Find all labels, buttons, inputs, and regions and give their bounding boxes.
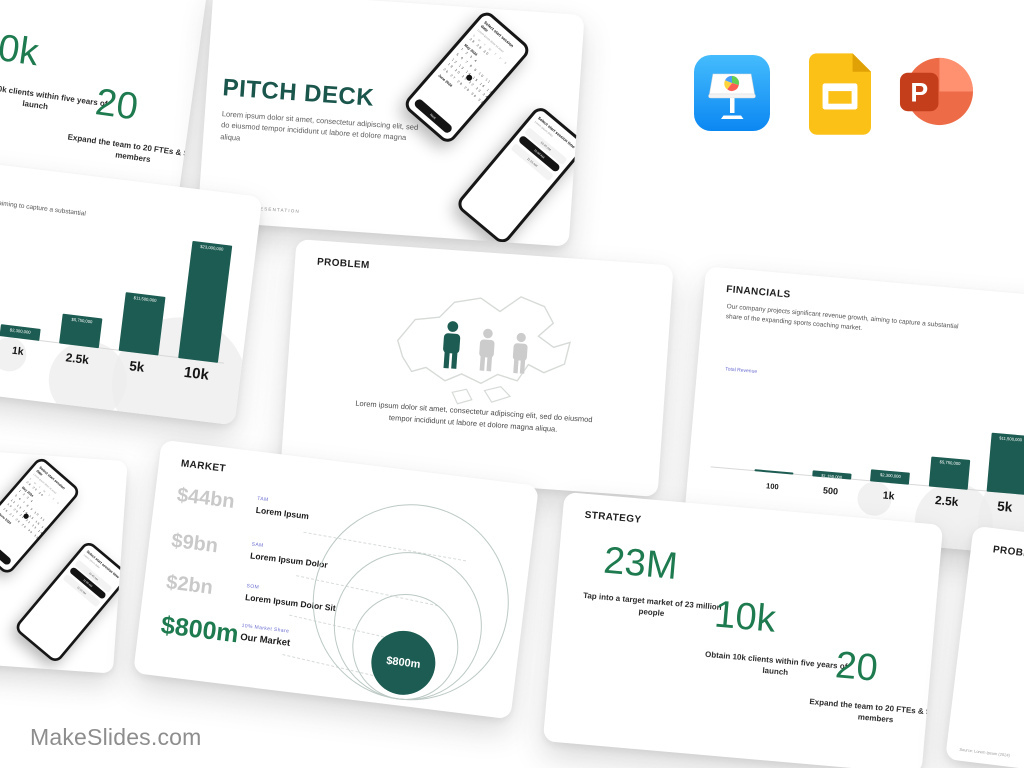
bar-column-5k: $11,500,000 5k [979, 367, 1024, 521]
google-slides-icon[interactable] [809, 53, 871, 140]
market-value-som: $2bn [165, 571, 215, 599]
slide-problem: PROBLEM [280, 239, 674, 497]
slide-strategy: STRATEGY 23M Tap into a target market of… [542, 491, 944, 768]
market-value-tam: $44bn [175, 484, 236, 513]
bar-value-label: $11,500,000 [133, 294, 157, 303]
bar-category-label: 5k [996, 498, 1013, 515]
revenue-bar: $11,500,000 [118, 292, 166, 356]
bar-category-label: 2.5k [64, 350, 90, 368]
phone-mockup-time: Select start session time Lorem ipsum do… [454, 104, 585, 247]
bar-value-label: $2,300,000 [9, 326, 32, 335]
stat-value: 10k [712, 593, 778, 641]
bar-column-5k: $11,500,000 5k [109, 227, 179, 382]
source-note: Source: Lorem Ipsum (2024) [959, 746, 1011, 758]
bar-category-label: 10k [182, 363, 210, 384]
stat-caption: Expand the team to 20 FTEs & Staff membe… [809, 697, 944, 725]
map-outline-graphic [365, 277, 593, 420]
slide-title: PROBLEM [316, 256, 371, 272]
stat-value: 20 [833, 644, 880, 690]
market-funnel-circles: $800m [301, 483, 523, 712]
bar-category-label: 5k [128, 357, 146, 375]
bar-category-label: 500 [822, 485, 839, 497]
bar-category-label: 1k [11, 344, 25, 359]
bar-value-label: $5,750,000 [71, 316, 93, 324]
revenue-bar: $5,750,000 [928, 456, 971, 490]
slide-market: MARKET $44bn TAM Lorem Ipsum $9bn SAM Lo… [133, 439, 539, 720]
bar-category-label: 2.5k [934, 493, 959, 510]
powerpoint-letter: P [910, 77, 928, 107]
slide-problem-partial: PROBLEM Source: Lorem Ipsum (2024) [945, 525, 1024, 768]
financials-description: Our company projects significant revenue… [725, 303, 959, 333]
phone-mockup-time: Select start session time Lorem ipsum do… [13, 539, 128, 665]
revenue-bar: $5,750,000 [58, 313, 103, 349]
bar-value-label: $23,000,000 [200, 243, 224, 252]
next-button: Next [0, 533, 13, 567]
bar-value-label: $5,750,000 [939, 458, 961, 466]
person-icon [472, 327, 500, 379]
revenue-bar: $23,000,000 [177, 240, 233, 363]
slide-title: PROBLEM [992, 544, 1024, 562]
powerpoint-icon[interactable]: P [897, 53, 974, 135]
bar-column-2.5k: $5,750,000 2.5k [50, 220, 120, 375]
y-axis-label: Total Revenue [724, 366, 758, 376]
market-value-sam: $9bn [170, 529, 220, 558]
slide-cover-partial: PITCH DECK Lorem ipsum dolor sit amet, c… [0, 438, 128, 674]
site-logo: MakeSlides.com [30, 724, 202, 750]
revenue-bar-chart: 100$1,150,000500$2,300,0001k$5,750,0002.… [0, 198, 239, 390]
slide-title: MARKET [180, 458, 227, 475]
bar-column-1k: $2,300,000 1k [0, 212, 60, 367]
cover-title: PITCH DECK [221, 74, 375, 112]
bar-column-2.5k: $5,750,000 2.5k [921, 362, 984, 516]
bar-category-label: 100 [765, 480, 780, 491]
bar-category-label: 1k [882, 489, 895, 503]
bar-value-label: $2,300,000 [879, 471, 902, 479]
person-icon-highlighted [435, 319, 467, 376]
revenue-bar: $11,500,000 [986, 432, 1024, 495]
stat-caption: Tap into a target market of 23 million p… [582, 590, 723, 619]
keynote-icon[interactable] [694, 55, 770, 136]
stat-value: 20 [92, 81, 141, 129]
bar-column-1k: $2,300,000 1k [862, 357, 925, 511]
person-icon [506, 331, 533, 381]
phone-mockup-calendar: Select start session date Lorem ipsum do… [0, 455, 82, 577]
bar-value-label: $11,500,000 [999, 434, 1023, 442]
market-value-our: $800m [159, 611, 241, 649]
stat-value: 23M [601, 539, 680, 588]
slide-title: FINANCIALS [725, 284, 791, 301]
stat-value: 10k [0, 24, 42, 75]
stat-caption: Expand the team to 20 FTEs & Staff membe… [67, 132, 202, 165]
slide-title: STRATEGY [584, 509, 642, 526]
cover-body: Lorem ipsum dolor sit amet, consectetur … [220, 109, 419, 143]
